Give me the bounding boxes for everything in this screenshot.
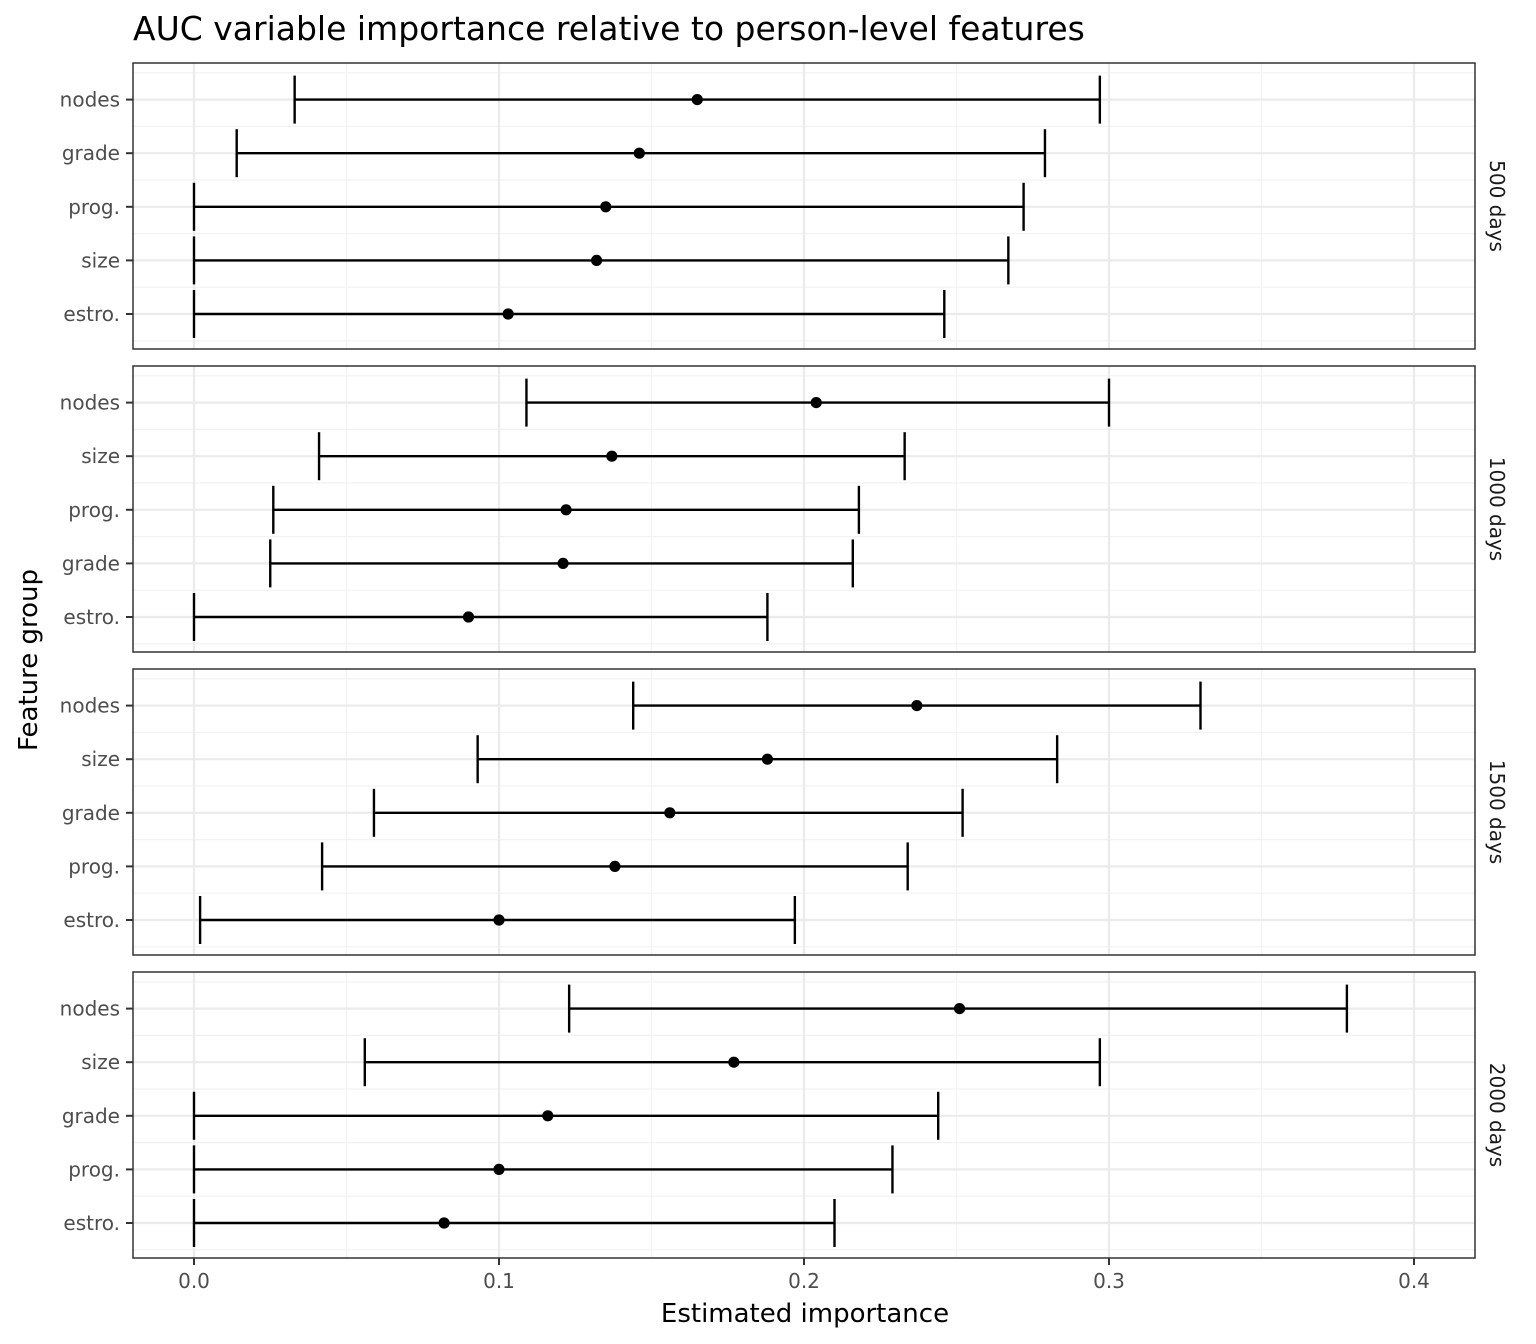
- estimate-point: [728, 1056, 740, 1068]
- y-axis-title: Feature group: [14, 569, 44, 751]
- x-tick-label: 0.4: [1398, 1269, 1430, 1293]
- y-tick-label: grade: [62, 801, 120, 825]
- facet-strip-label: 500 days: [1485, 160, 1509, 252]
- estimate-point: [600, 201, 612, 213]
- facet-strip-label: 2000 days: [1485, 1063, 1509, 1167]
- errorbar-row: [372, 788, 964, 837]
- y-tick-label: prog.: [68, 1157, 120, 1181]
- errorbar-row: [632, 681, 1202, 730]
- estimate-point: [664, 807, 676, 819]
- estimate-point: [438, 1217, 450, 1229]
- estimate-point: [462, 611, 475, 623]
- x-tick-label: 0.1: [483, 1269, 515, 1293]
- panel: nodes size grade prog. estro. 2000 days: [60, 971, 1509, 1259]
- errorbar-row: [293, 75, 1102, 124]
- y-tick-label: nodes: [60, 997, 120, 1021]
- x-tick-label: 0.2: [788, 1269, 820, 1293]
- y-tick-label: prog.: [68, 854, 120, 878]
- estimate-point: [609, 860, 621, 873]
- estimate-point: [633, 147, 645, 159]
- panel: nodes grade prog. size estro. 500 days: [60, 62, 1509, 350]
- errorbar-row: [269, 539, 854, 588]
- estimate-point: [493, 1163, 505, 1175]
- y-tick-label: size: [81, 1050, 120, 1074]
- y-tick-label: grade: [62, 551, 120, 575]
- estimate-point: [560, 504, 572, 516]
- y-tick-label: prog.: [68, 195, 120, 219]
- errorbar-row: [525, 378, 1111, 427]
- facet-strip-label: 1000 days: [1485, 457, 1509, 561]
- errorbar-row: [192, 1199, 836, 1247]
- facet-strip-label: 1500 days: [1485, 760, 1509, 864]
- errorbar-row: [192, 236, 1010, 285]
- estimate-point: [606, 450, 618, 462]
- y-tick-label: prog.: [68, 498, 120, 522]
- errorbar-row: [320, 842, 909, 891]
- estimate-point: [761, 753, 774, 765]
- y-tick-label: grade: [62, 1104, 120, 1128]
- panel-border: [132, 668, 1476, 956]
- y-tick-label: size: [81, 747, 120, 771]
- errorbar-row: [192, 1091, 940, 1140]
- estimate-point: [691, 94, 703, 106]
- x-tick-label: 0.3: [1093, 1269, 1125, 1293]
- errorbar-row: [235, 129, 1047, 178]
- panel-border: [132, 365, 1476, 653]
- x-axis: 0.0 0.1 0.2 0.3 0.4: [178, 1258, 1430, 1293]
- estimate-point: [542, 1110, 554, 1122]
- x-axis-title: Estimated importance: [661, 1299, 949, 1329]
- estimate-point: [953, 1003, 966, 1015]
- y-tick-label: estro.: [63, 908, 120, 932]
- estimate-point: [911, 700, 923, 712]
- errorbar-row: [192, 593, 769, 641]
- estimate-point: [502, 308, 514, 320]
- y-tick-label: size: [81, 248, 120, 272]
- y-tick-label: nodes: [60, 88, 120, 112]
- errorbar-row: [476, 735, 1059, 784]
- errorbar-row: [192, 182, 1025, 231]
- y-tick-label: estro.: [63, 1211, 120, 1235]
- x-tick-label: 0.0: [178, 1269, 210, 1293]
- errorbar-row: [192, 290, 946, 338]
- errorbar-row: [317, 432, 906, 481]
- estimate-point: [810, 397, 822, 409]
- estimate-point: [493, 914, 505, 926]
- panel-border: [132, 62, 1476, 350]
- panels: nodes grade prog. size estro. 500 days nodes si…: [60, 62, 1509, 1259]
- estimate-point: [591, 254, 603, 266]
- panel: nodes size prog. grade estro. 1000 days: [60, 365, 1509, 653]
- y-tick-label: estro.: [63, 302, 120, 326]
- y-tick-label: nodes: [60, 391, 120, 415]
- estimate-point: [557, 557, 569, 570]
- errorbar-row: [363, 1038, 1102, 1087]
- y-tick-label: nodes: [60, 694, 120, 718]
- errorbar-row: [192, 1145, 894, 1194]
- y-tick-label: estro.: [63, 605, 120, 629]
- errorbar-row: [198, 896, 797, 944]
- errorbar-row: [272, 485, 861, 534]
- panel: nodes size grade prog. estro. 1500 days: [60, 668, 1509, 956]
- chart-title: AUC variable importance relative to pers…: [133, 9, 1085, 48]
- y-tick-label: grade: [62, 141, 120, 165]
- errorbar-row: [567, 984, 1349, 1033]
- y-tick-label: size: [81, 444, 120, 468]
